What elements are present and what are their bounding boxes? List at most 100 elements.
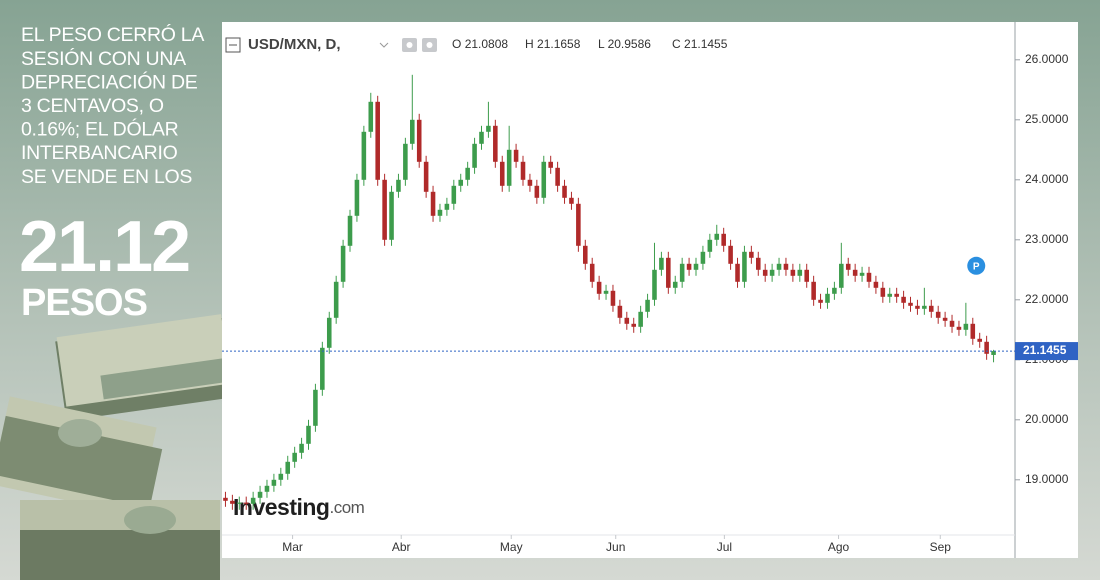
candle-body	[970, 323, 976, 339]
candle-body	[555, 167, 560, 186]
money-illustration	[0, 314, 235, 580]
candle-body	[499, 161, 505, 186]
y-tick-label: 24.0000	[1025, 172, 1069, 186]
x-tick-label: Abr	[392, 540, 411, 554]
candle-body	[541, 161, 547, 198]
ohlc-letter: O	[452, 37, 461, 51]
candle-body	[368, 101, 374, 132]
candle-body	[707, 239, 713, 252]
ohlc-value: 20.9586	[608, 37, 652, 51]
candle-body	[306, 425, 311, 444]
candle-body	[451, 185, 457, 204]
ohlc-letter: H	[525, 37, 534, 51]
x-tick-label: May	[500, 540, 523, 554]
candle-body	[755, 257, 761, 270]
candle-body	[645, 299, 650, 312]
headline-price: 21.12	[19, 207, 189, 287]
headline-line: EL PESO CERRÓ LA	[21, 23, 204, 46]
ohlc-item: C 21.1455	[672, 37, 728, 51]
candle-body	[839, 263, 844, 288]
candle-body	[672, 281, 678, 288]
candle-body	[292, 452, 297, 462]
candle-body	[790, 269, 796, 276]
candle-body	[631, 323, 637, 327]
candle-body	[728, 245, 733, 264]
candle-body	[313, 389, 318, 426]
y-tick-label: 25.0000	[1025, 112, 1069, 126]
candle-body	[666, 257, 671, 288]
candle-body	[887, 293, 893, 297]
candle-body	[396, 179, 401, 192]
candle-body	[230, 500, 235, 504]
y-tick-label: 22.0000	[1025, 292, 1069, 306]
candle-body	[693, 263, 699, 270]
last-price-box	[1015, 342, 1078, 361]
candle-body	[797, 269, 803, 276]
candle-body	[271, 479, 277, 486]
candle-body	[375, 101, 380, 180]
candle-body	[762, 269, 768, 276]
candle-body	[818, 299, 823, 303]
candle-body	[963, 323, 969, 330]
headline-line: SE VENDE EN LOS	[21, 166, 192, 188]
candle-body	[527, 179, 533, 186]
candle-body	[638, 311, 643, 327]
candle-body	[444, 203, 450, 210]
candle-body	[430, 191, 436, 216]
candle-body	[223, 497, 228, 501]
candle-body	[956, 326, 962, 330]
candle-body	[845, 263, 851, 270]
candle-body	[928, 305, 934, 312]
candle-body	[320, 347, 325, 390]
candle-body	[901, 296, 906, 303]
candle-body	[493, 125, 498, 162]
x-tick-label: Sep	[930, 540, 952, 554]
dropdown-icon[interactable]	[379, 42, 389, 48]
ohlc-letter: L	[598, 37, 605, 51]
ohlc-letter: C	[672, 37, 681, 51]
chart-panel	[222, 22, 1078, 558]
candle-body	[257, 491, 263, 498]
candle-body	[458, 179, 464, 186]
headline-line: SESIÓN CON UNA	[21, 47, 186, 70]
candle-body	[548, 161, 553, 168]
watermark: Investing.com	[233, 494, 365, 520]
x-tick-label: Jun	[606, 540, 625, 554]
candle-body	[410, 119, 415, 144]
candle-body	[686, 263, 692, 270]
candle-body	[942, 317, 948, 321]
candle-body	[866, 272, 872, 282]
candle-body	[652, 269, 657, 300]
candle-body	[908, 302, 913, 306]
candle-body	[659, 257, 664, 270]
candle-body	[423, 161, 429, 192]
candle-body	[915, 305, 920, 309]
ohlc-value: 21.0808	[465, 37, 509, 51]
candle-body	[416, 119, 422, 162]
x-tick-label: Mar	[282, 540, 303, 554]
candle-body	[354, 179, 360, 216]
candle-body	[922, 305, 927, 309]
y-tick-label: 26.0000	[1025, 52, 1069, 66]
candle-body	[624, 317, 630, 324]
candle-body	[333, 281, 339, 318]
candle-body	[361, 131, 367, 180]
candle-body	[285, 461, 291, 474]
candle-body	[859, 272, 865, 276]
candle-body	[935, 311, 941, 318]
x-tick-label: Jul	[717, 540, 732, 554]
candle-body	[403, 143, 408, 180]
candle-body	[603, 290, 609, 294]
candle-body	[264, 485, 270, 492]
candle-body	[486, 125, 491, 132]
candle-body	[776, 263, 782, 270]
collapse-button[interactable]	[225, 37, 241, 53]
candle-body	[949, 320, 955, 327]
ohlc-item: L 20.9586	[598, 37, 651, 51]
candle-body	[721, 233, 726, 246]
headline-line: 0.16%; EL DÓLAR	[21, 118, 179, 141]
candle-body	[783, 263, 789, 270]
candle-body	[617, 305, 623, 318]
